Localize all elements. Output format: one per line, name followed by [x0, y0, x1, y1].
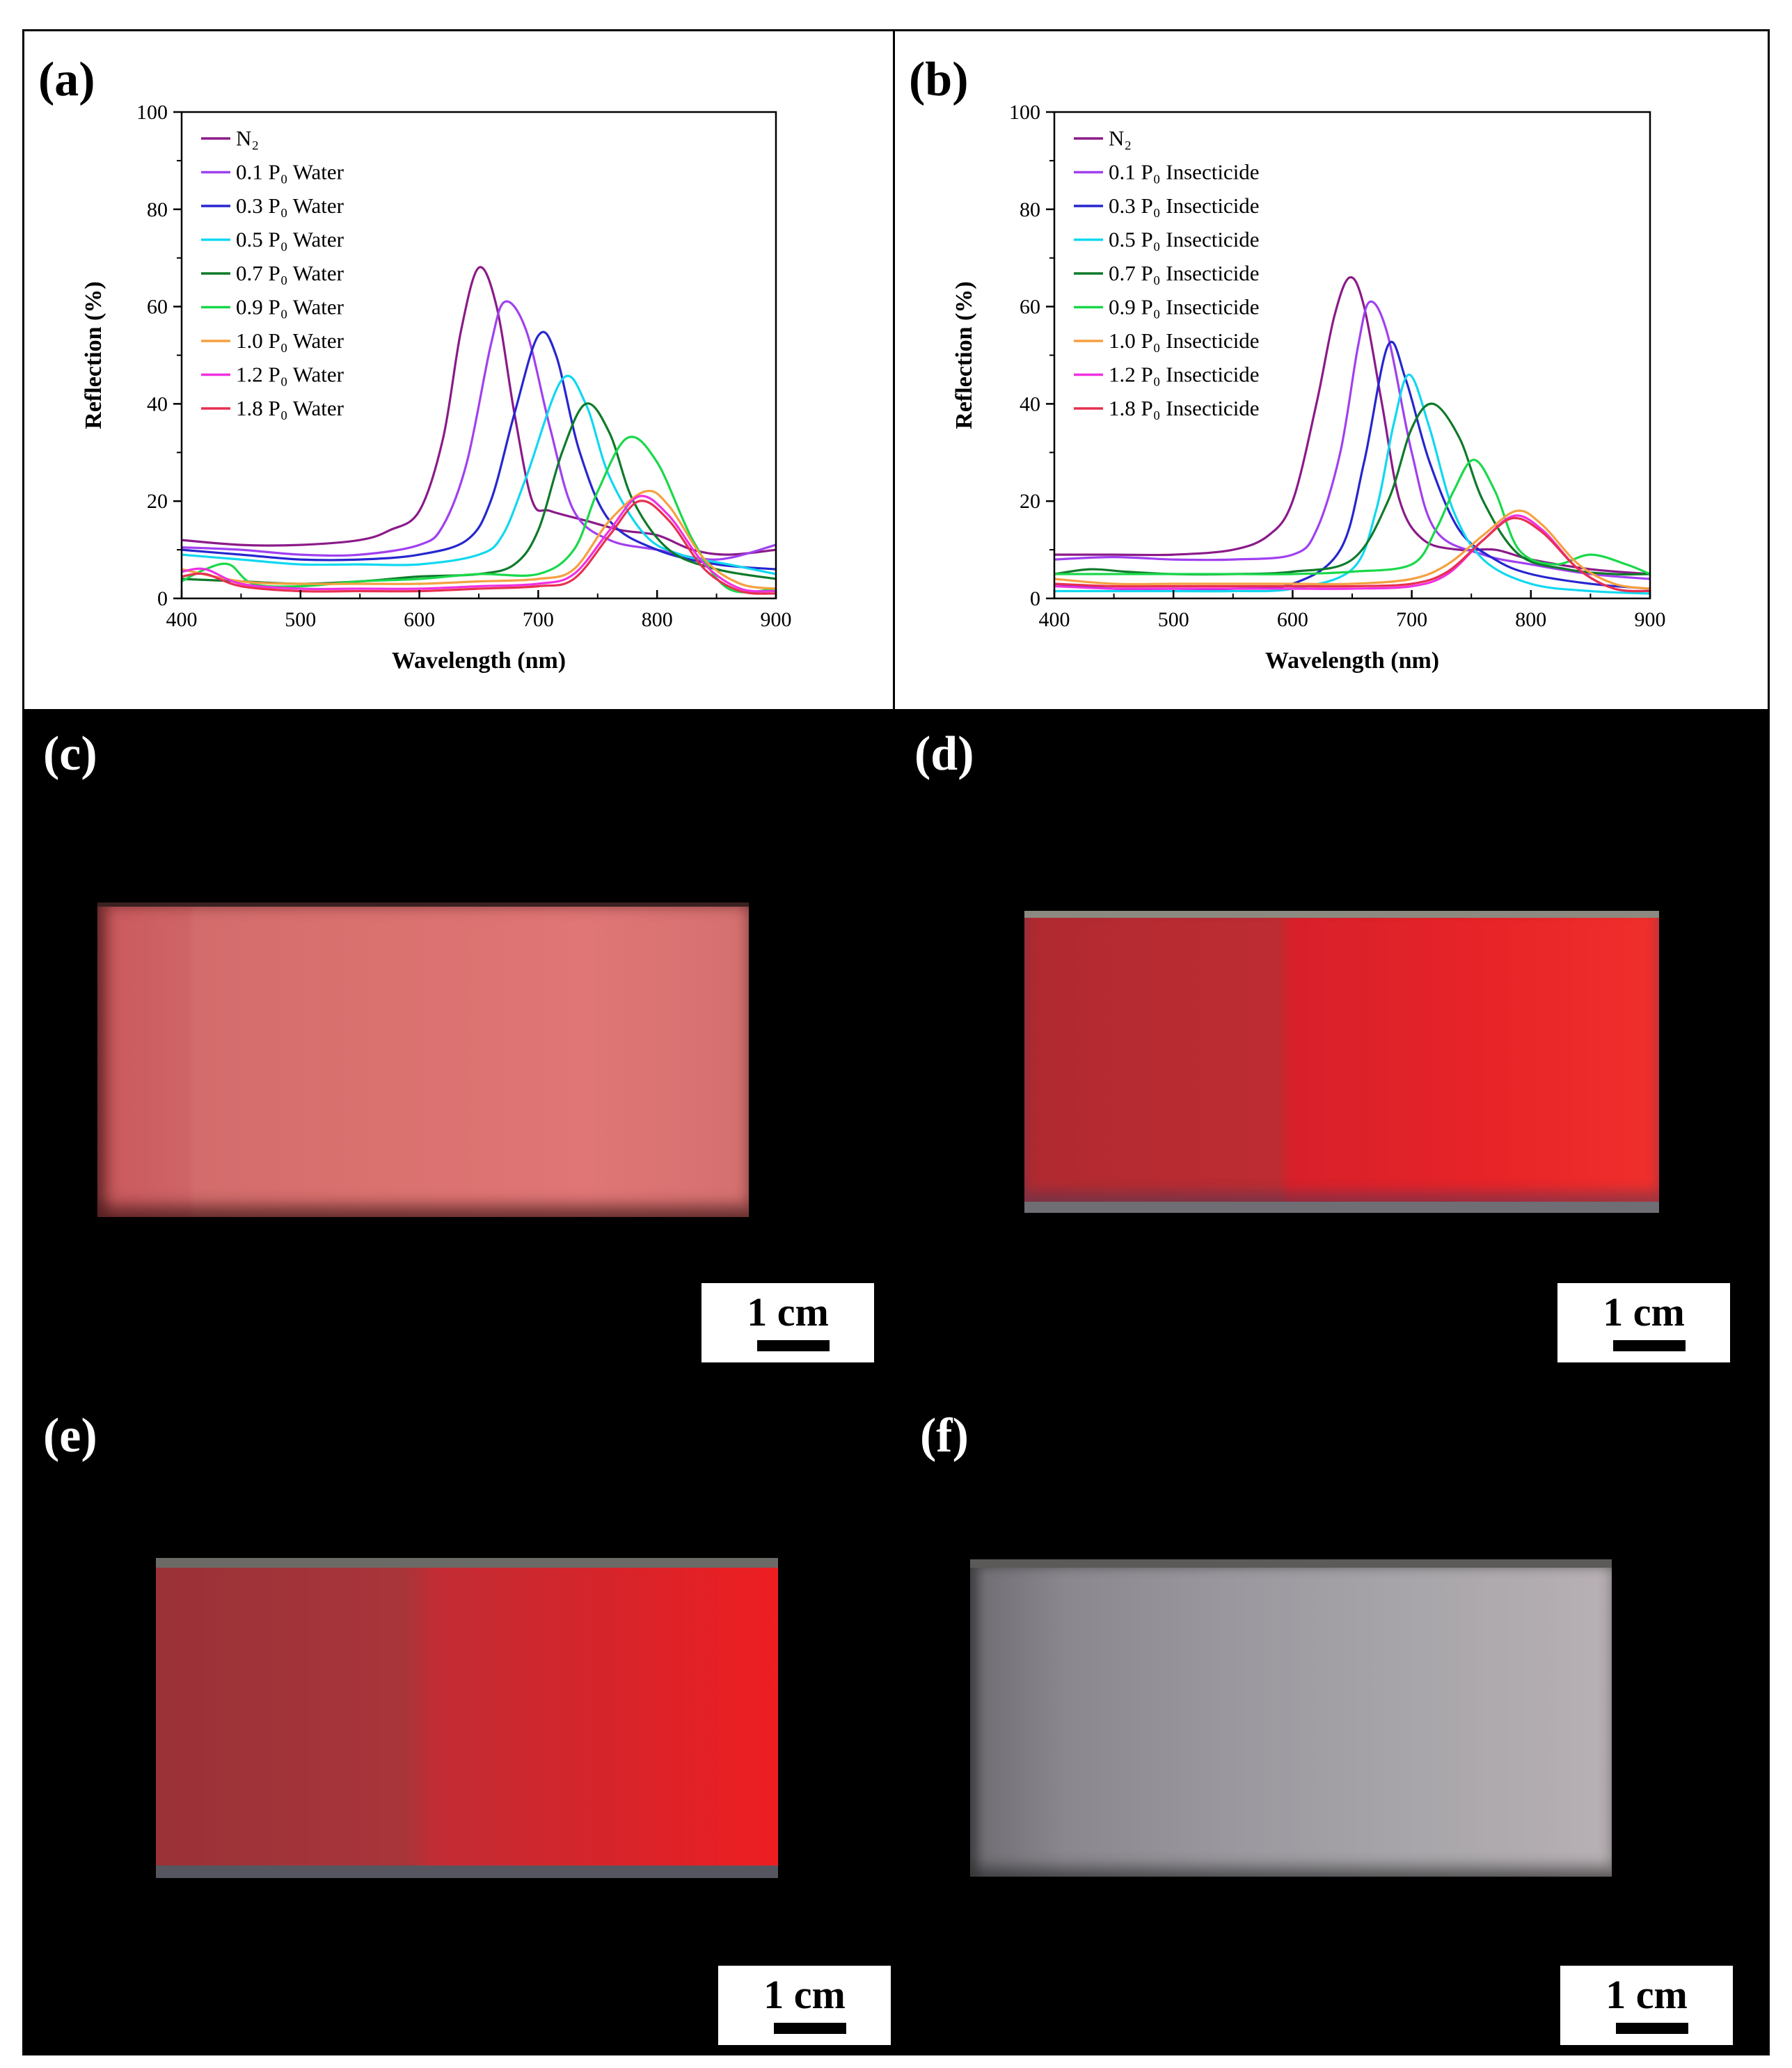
y-tick-label-a-2: 40 — [147, 392, 168, 415]
series-group-a — [182, 266, 776, 595]
series-line-a-7 — [182, 495, 776, 593]
y-tick-label-b-2: 40 — [1020, 392, 1040, 415]
y-axis-label-b: Reflection (%) — [951, 281, 977, 429]
series-group-b — [1054, 276, 1650, 595]
y-tick-label-a-4: 80 — [147, 198, 168, 221]
y-tick-label-a-1: 20 — [147, 490, 168, 513]
series-line-a-3 — [182, 374, 776, 575]
x-tick-label-b-0: 400 — [1039, 608, 1070, 631]
series-line-a-2 — [182, 331, 776, 571]
legend-label-a-7: 1.2 P₀ Water — [236, 363, 344, 387]
panel-label-f: (f) — [920, 1409, 969, 1463]
y-tick-label-b-4: 80 — [1020, 198, 1040, 221]
scale-bar-d: 1 cm — [1557, 1283, 1730, 1362]
y-axis-label-a: Reflection (%) — [81, 281, 106, 429]
x-tick-label-a-3: 700 — [523, 608, 554, 631]
scale-bar-label-c: 1 cm — [747, 1289, 829, 1335]
sample-photo-c — [97, 902, 749, 1217]
panel-label-b: (b) — [909, 53, 969, 106]
x-axis-label-b: Wavelength (nm) — [1265, 648, 1439, 674]
legend-label-a-5: 0.9 P₀ Water — [236, 295, 344, 319]
x-tick-label-a-2: 600 — [404, 608, 435, 631]
legend-label-b-3: 0.5 P₀ Insecticide — [1109, 228, 1260, 252]
legend-label-a-6: 1.0 P₀ Water — [236, 328, 344, 353]
sample-photo-d — [1024, 911, 1659, 1213]
panel-label-e: (e) — [43, 1409, 97, 1463]
y-tick-label-b-5: 100 — [1009, 101, 1040, 124]
sample-photo-e — [156, 1558, 778, 1878]
scale-bar-c: 1 cm — [701, 1283, 874, 1362]
panel-label-a: (a) — [38, 53, 95, 106]
legend-label-b-1: 0.1 P₀ Insecticide — [1109, 160, 1260, 184]
sample-photo-f — [970, 1559, 1612, 1877]
y-tick-label-b-3: 60 — [1020, 296, 1040, 319]
x-tick-label-a-4: 800 — [642, 608, 673, 631]
legend-label-b-5: 0.9 P₀ Insecticide — [1109, 295, 1260, 319]
legend-label-b-8: 1.8 P₀ Insecticide — [1109, 396, 1260, 420]
x-tick-label-b-2: 600 — [1277, 608, 1308, 631]
chart-panel-a: (a) 400 500 600 700 800 900 0 20 40 60 80 100 Wavelen… — [22, 29, 895, 711]
panel-label-c: (c) — [43, 727, 97, 781]
scale-bar-line-e — [774, 2023, 846, 2034]
x-axis-label-a: Wavelength (nm) — [392, 648, 566, 674]
x-tick-label-b-5: 900 — [1635, 608, 1666, 631]
chart-a: (a) 400 500 600 700 800 900 0 20 40 60 80 100 Wavelen… — [38, 53, 792, 674]
series-line-a-1 — [182, 300, 776, 561]
scale-bar-label-e: 1 cm — [763, 1972, 846, 2017]
series-line-a-6 — [182, 489, 776, 590]
x-tick-label-a-1: 500 — [285, 608, 316, 631]
legend-label-a-8: 1.8 P₀ Water — [236, 396, 344, 420]
panel-label-d: (d) — [914, 727, 974, 781]
chart-panel-b: (b) 400 500 600 700 800 900 0 20 40 60 80 100 Wavelen… — [893, 29, 1770, 711]
legend-label-a-2: 0.3 P₀ Water — [236, 193, 344, 218]
x-tick-label-a-5: 900 — [761, 608, 792, 631]
scale-bar-line-d — [1613, 1340, 1686, 1351]
legend-label-b-4: 0.7 P₀ Insecticide — [1109, 261, 1260, 285]
scale-bar-e: 1 cm — [718, 1966, 891, 2045]
scale-bar-label-d: 1 cm — [1603, 1289, 1685, 1335]
x-tick-label-b-4: 800 — [1515, 608, 1546, 631]
y-tick-label-a-3: 60 — [147, 296, 168, 319]
series-line-b-8 — [1054, 516, 1650, 593]
legend-label-b-6: 1.0 P₀ Insecticide — [1109, 328, 1260, 353]
scale-bar-label-f: 1 cm — [1605, 1972, 1688, 2017]
series-line-a-5 — [182, 436, 776, 594]
legend-label-a-1: 0.1 P₀ Water — [236, 160, 344, 184]
legend-label-b-7: 1.2 P₀ Insecticide — [1109, 363, 1260, 387]
y-tick-label-a-0: 0 — [157, 587, 168, 610]
plot-frame-b — [1053, 111, 1651, 600]
x-tick-label-b-1: 500 — [1158, 608, 1189, 631]
series-line-b-1 — [1054, 300, 1650, 580]
chart-b: (b) 400 500 600 700 800 900 0 20 40 60 80 100 Wavelen… — [909, 53, 1666, 674]
legend-label-b-0: N₂ — [1109, 126, 1132, 150]
y-tick-label-b-0: 0 — [1030, 587, 1040, 610]
y-tick-label-b-1: 20 — [1020, 490, 1040, 513]
series-line-b-6 — [1054, 509, 1650, 590]
scale-bar-f: 1 cm — [1560, 1966, 1733, 2045]
legend-label-b-2: 0.3 P₀ Insecticide — [1109, 193, 1260, 218]
series-line-b-3 — [1054, 373, 1650, 595]
photo-area: (c) 1 cm (d) 1 cm (e) 1 cm (f) 1 cm — [22, 709, 1770, 2055]
series-line-a-0 — [182, 266, 776, 556]
series-line-b-5 — [1054, 459, 1650, 575]
x-tick-label-a-0: 400 — [166, 608, 198, 631]
y-tick-label-a-5: 100 — [136, 101, 168, 124]
scale-bar-line-c — [757, 1340, 830, 1351]
legend-label-a-3: 0.5 P₀ Water — [236, 228, 344, 252]
scale-bar-line-f — [1616, 2023, 1688, 2034]
x-tick-label-b-3: 700 — [1396, 608, 1427, 631]
legend-label-a-0: N₂ — [236, 126, 259, 150]
legend-label-a-4: 0.7 P₀ Water — [236, 261, 344, 285]
series-line-a-8 — [182, 500, 776, 595]
series-line-b-0 — [1054, 276, 1650, 575]
